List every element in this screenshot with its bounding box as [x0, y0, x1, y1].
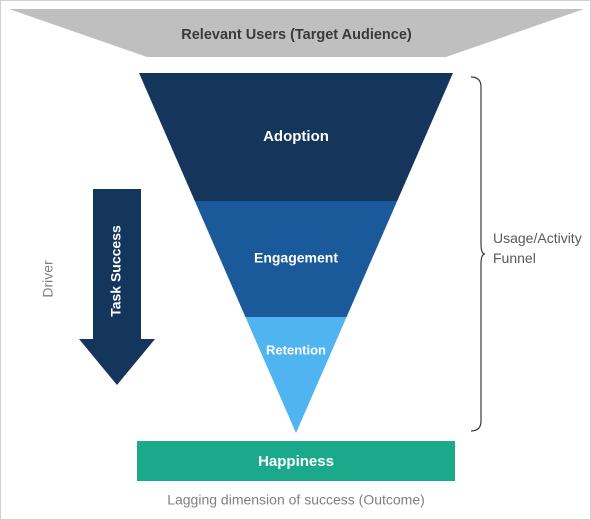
- task-success-label: Task Success: [108, 225, 124, 317]
- diagram-frame: Relevant Users (Target Audience) Adoption…: [0, 0, 591, 520]
- header-label: Relevant Users (Target Audience): [181, 27, 412, 43]
- funnel-stage-label-0: Adoption: [263, 128, 329, 145]
- footer-label: Lagging dimension of success (Outcome): [167, 492, 425, 508]
- outcome-bar-label: Happiness: [258, 453, 334, 470]
- driver-label: Driver: [40, 260, 56, 298]
- usage-funnel-label-line1: Usage/Activity: [493, 230, 582, 246]
- usage-funnel-bracket: [471, 77, 485, 431]
- funnel-stage-label-1: Engagement: [254, 250, 338, 266]
- funnel-stage-label-2: Retention: [266, 342, 326, 357]
- usage-funnel-label-line2: Funnel: [493, 250, 536, 266]
- funnel-diagram-svg: Relevant Users (Target Audience) Adoption…: [1, 1, 591, 520]
- funnel-stage-2: [245, 317, 346, 433]
